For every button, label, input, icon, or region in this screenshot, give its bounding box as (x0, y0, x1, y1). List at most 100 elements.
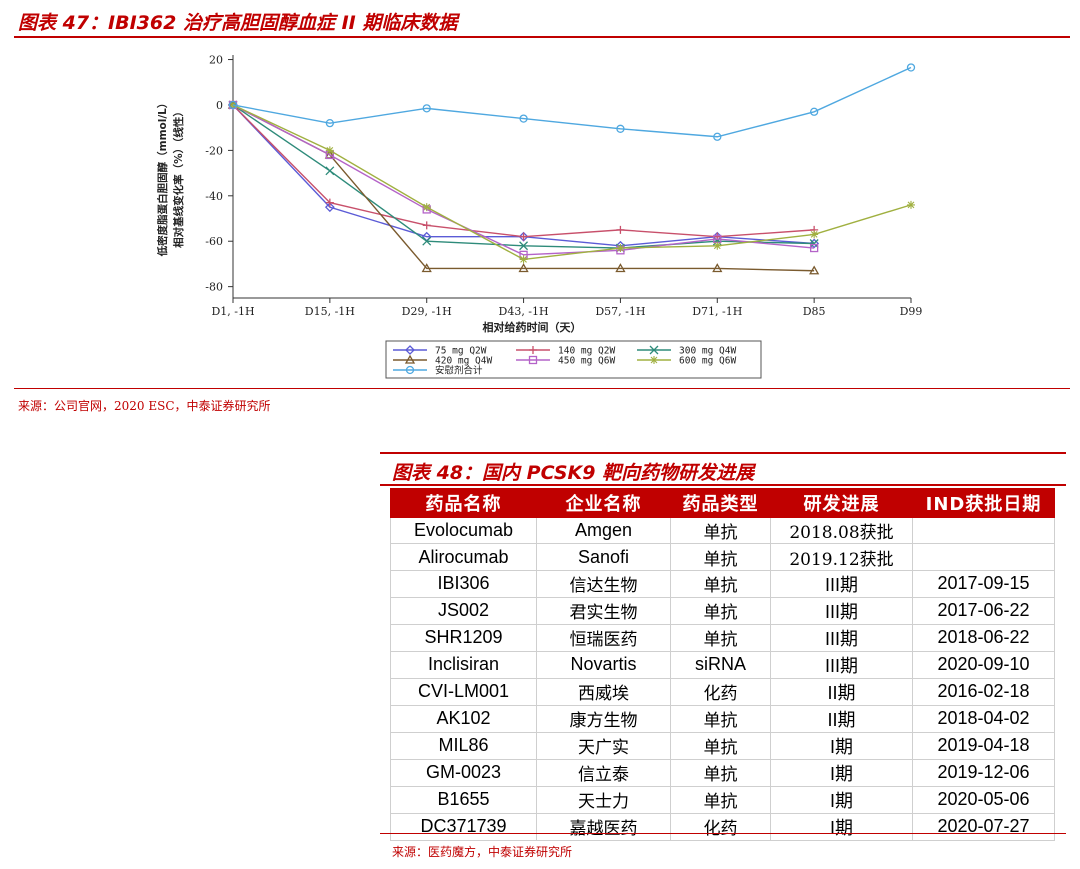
x-tick-label: D1, -1H (211, 305, 254, 318)
table-cell: JS002 (390, 596, 537, 625)
table-cell: 化药 (670, 812, 771, 841)
data-point (809, 239, 819, 248)
table-row: SHR1209 恒瑞医药 单抗 III期 2018-06-22 (390, 623, 1055, 652)
table-cell: CVI-LM001 (390, 677, 537, 706)
figure-47-top-rule (14, 36, 1070, 38)
table-cell: 恒瑞医药 (536, 623, 671, 652)
table-cell: 2019.12获批 (770, 543, 913, 571)
table-cell: III期 (770, 569, 913, 598)
series-line-2 (232, 104, 815, 249)
table-cell: 天士力 (536, 785, 671, 814)
x-tick-label: D29, -1H (402, 305, 452, 318)
table-cell: GM-0023 (390, 758, 537, 787)
table-cell: 信达生物 (536, 569, 671, 598)
table-header-row: 药品名称 企业名称 药品类型 研发进展 IND获批日期 (390, 488, 1055, 518)
table-cell: 2017-06-22 (912, 596, 1055, 625)
figure-47-title: 图表 47：IBI362 治疗高胆固醇血症 II 期临床数据 (18, 12, 458, 34)
x-axis-label: 相对给药时间（天） (483, 320, 582, 334)
table-cell (912, 543, 1055, 571)
pcsk9-pipeline-table-wrap: 药品名称 企业名称 药品类型 研发进展 IND获批日期 Evolocumab Amgen 单… (390, 488, 1068, 841)
table-cell: 单抗 (670, 731, 771, 760)
legend-marker (650, 356, 658, 364)
table-cell: SHR1209 (390, 623, 537, 652)
table-cell: 化药 (670, 677, 771, 706)
table-row: DC371739 嘉越医药 化药 I期 2020-07-27 (390, 812, 1055, 841)
table-cell: 单抗 (670, 758, 771, 787)
pcsk9-pipeline-table: 药品名称 企业名称 药品类型 研发进展 IND获批日期 Evolocumab Amgen 单… (390, 488, 1055, 841)
x-tick-label: D15, -1H (305, 305, 355, 318)
table-cell: 信立泰 (536, 758, 671, 787)
legend-label: 450 mg Q6W (558, 356, 615, 367)
figure-47-source: 来源：公司官网，2020 ESC，中泰证券研究所 (18, 399, 271, 413)
table-row: CVI-LM001 西威埃 化药 II期 2016-02-18 (390, 677, 1055, 706)
y-axis-label-line1: 低密度脂蛋白胆固醇（mmol/L） (156, 98, 169, 258)
legend-marker (404, 354, 416, 364)
table-cell: 嘉越医药 (536, 812, 671, 841)
table-cell: II期 (770, 677, 913, 706)
table-cell: Novartis (536, 650, 671, 679)
data-point (712, 263, 723, 273)
data-point (615, 263, 626, 273)
legend-box (385, 340, 762, 379)
x-tick-label: D99 (900, 305, 923, 318)
data-point (421, 263, 432, 273)
table-header-cell: 企业名称 (536, 488, 671, 518)
table-row: MIL86 天广实 单抗 I期 2019-04-18 (390, 731, 1055, 760)
table-header-cell: 研发进展 (770, 488, 913, 518)
y-axis-label-line2: 相对基线变化率（%）（线性） (172, 106, 185, 248)
data-point (325, 118, 335, 128)
data-point (422, 236, 432, 246)
data-point (228, 100, 238, 110)
table-cell: 单抗 (670, 516, 771, 545)
table-cell: I期 (770, 812, 913, 841)
table-row: AK102 康方生物 单抗 II期 2018-04-02 (390, 704, 1055, 733)
table-cell: 2019-04-18 (912, 731, 1055, 760)
table-row: JS002 君实生物 单抗 III期 2017-06-22 (390, 596, 1055, 625)
y-tick-label: -60 (205, 235, 223, 248)
table-cell: III期 (770, 596, 913, 625)
data-point (616, 225, 625, 234)
legend-marker (405, 345, 415, 355)
data-point (325, 146, 334, 155)
table-cell: I期 (770, 758, 913, 787)
data-point (713, 132, 722, 141)
data-point (810, 230, 819, 239)
data-point (518, 263, 529, 273)
y-tick-label: -40 (205, 190, 223, 203)
ldl-change-line-chart: 20 0 -20 -40 -60 -80 D1, -1H D15, -1H D29, -1H D4… (156, 54, 923, 379)
series-line-1 (232, 104, 815, 238)
legend-marker (528, 355, 538, 365)
legend-label: 300 mg Q4W (679, 346, 736, 357)
table-cell: Evolocumab (390, 516, 537, 545)
data-point (324, 202, 335, 213)
table-row: IBI306 信达生物 单抗 III期 2017-09-15 (390, 569, 1055, 598)
table-header-cell: 药品类型 (670, 488, 771, 518)
data-point (422, 104, 431, 113)
table-cell: 天广实 (536, 731, 671, 760)
data-point (422, 221, 431, 230)
table-cell: I期 (770, 785, 913, 814)
table-cell: DC371739 (390, 812, 537, 841)
table-cell: 2018-06-22 (912, 623, 1055, 652)
y-tick-label: 20 (209, 54, 223, 67)
table-cell: Inclisiran (390, 650, 537, 679)
table-cell: 2020-05-06 (912, 785, 1055, 814)
table-cell: 2020-07-27 (912, 812, 1055, 841)
legend-label: 140 mg Q2W (558, 346, 615, 357)
figure-47-bottom-rule (14, 388, 1070, 389)
table-row: Inclisiran Novartis siRNA III期 2020-09-10 (390, 650, 1055, 679)
table-cell: III期 (770, 623, 913, 652)
data-point (519, 241, 529, 251)
legend-label: 420 mg Q4W (435, 356, 492, 367)
table-cell: Amgen (536, 516, 671, 545)
data-point (809, 243, 819, 253)
x-tick-label: D85 (803, 305, 826, 318)
table-cell: 单抗 (670, 543, 771, 571)
x-tick-label: D57, -1H (595, 305, 645, 318)
table-cell: 2016-02-18 (912, 677, 1055, 706)
table-cell: Sanofi (536, 543, 671, 571)
table-cell: 2018.08获批 (770, 516, 913, 545)
table-cell: B1655 (390, 785, 537, 814)
legend-marker (649, 345, 659, 355)
table-cell: 2017-09-15 (912, 569, 1055, 598)
